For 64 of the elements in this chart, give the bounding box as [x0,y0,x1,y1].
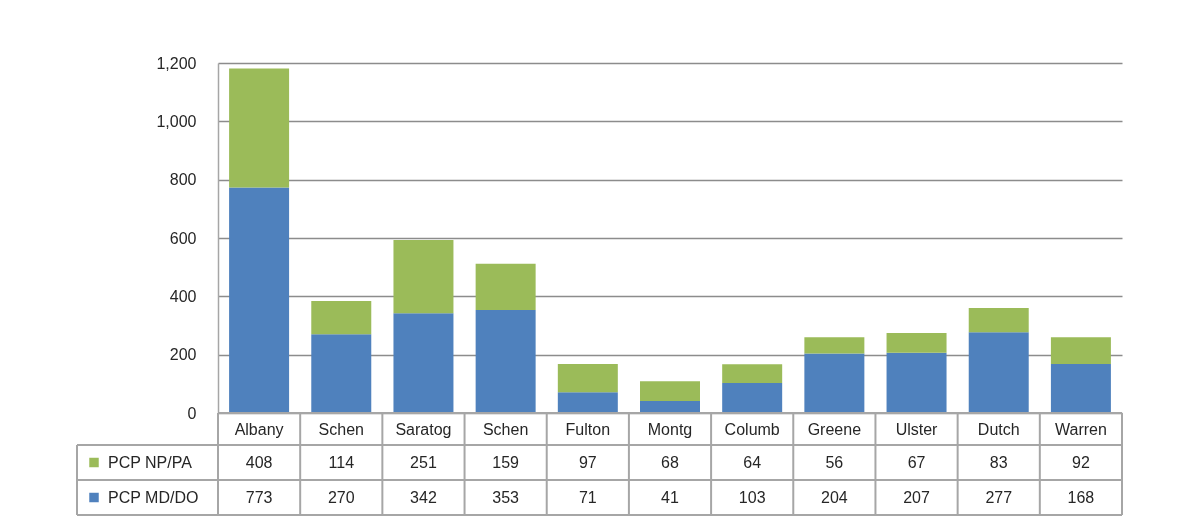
data-label: 159 [492,453,520,471]
x-tick-label: Montg [647,420,693,438]
x-tick-label: Saratog [395,420,452,438]
bar [557,364,618,393]
y-tick-label: 400 [169,287,197,305]
data-label: 408 [245,453,273,471]
bar [229,187,290,413]
data-label: 168 [1067,488,1095,506]
y-tick-label: 0 [187,404,197,422]
bar [804,353,865,413]
bar [311,301,372,335]
bar [393,313,454,413]
data-label: 64 [743,453,762,471]
data-label: 68 [661,453,679,471]
data-label: 353 [492,488,520,506]
bar [1050,364,1111,413]
data-label: 270 [327,488,355,506]
x-tick-label: Ulster [895,420,939,438]
bar [557,392,618,413]
bar [640,381,700,402]
data-label: 97 [578,453,597,471]
bar [722,382,783,413]
bar [722,364,783,383]
bar [804,337,865,354]
data-label: 342 [410,488,437,506]
bar [968,332,1029,413]
bar [640,401,700,413]
data-label: 92 [1072,453,1090,471]
data-label: 56 [825,453,844,471]
y-tick-label: 800 [169,171,197,189]
data-label: 277 [985,488,1013,506]
bar [475,263,536,311]
x-tick-label: Albany [234,420,284,438]
data-label: 773 [245,488,273,506]
x-tick-label: Columb [724,420,780,438]
x-tick-label: Greene [807,420,862,438]
y-tick-label: 1,000 [156,112,197,130]
x-tick-label: Fulton [565,420,611,438]
x-tick-label: Dutch [977,420,1020,438]
data-label: 83 [989,453,1008,471]
y-tick-label: 200 [169,346,197,364]
x-tick-label: Schen [318,420,364,438]
data-label: 207 [903,488,930,506]
x-tick-label: Warren [1054,420,1107,438]
bar [311,334,372,413]
data-label: 103 [738,488,766,506]
bar [229,68,290,188]
data-label: 41 [661,488,679,506]
bar [968,308,1029,333]
data-label: 204 [821,488,848,506]
data-label: 71 [578,488,597,506]
data-label: 114 [328,453,355,471]
y-tick-label: 600 [169,229,197,247]
data-label: 67 [907,453,926,471]
data-label: 251 [410,453,437,471]
bar [475,310,536,413]
bar [393,240,454,314]
x-tick-label: Schen [482,420,529,438]
y-tick-label: 1,200 [156,54,197,72]
bar [886,333,947,353]
bar [886,352,947,413]
bar [1050,337,1111,364]
legend-label: PCP NP/PA [108,453,193,471]
legend-label: PCP MD/DO [108,488,199,506]
